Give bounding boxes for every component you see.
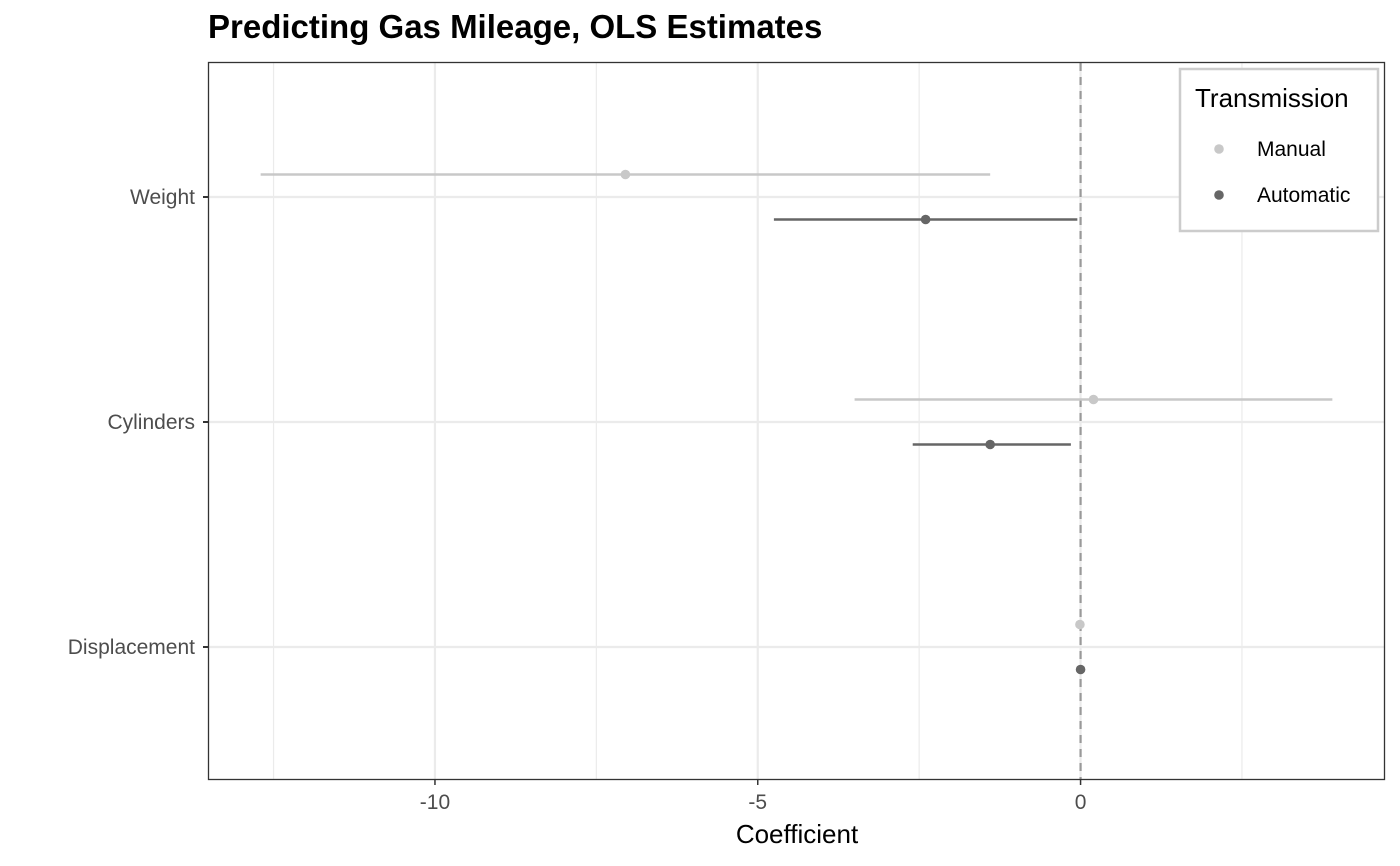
chart-title: Predicting Gas Mileage, OLS Estimates	[208, 8, 823, 45]
x-tick-label: 0	[1075, 791, 1087, 814]
y-tick-label: Displacement	[68, 636, 195, 659]
point-automatic	[985, 439, 995, 450]
y-tick-label: Weight	[130, 186, 195, 209]
legend-title: Transmission	[1195, 83, 1349, 113]
legend-items: Manual Automatic	[1214, 138, 1350, 207]
legend-label-manual: Manual	[1257, 138, 1326, 161]
legend: Transmission Manual Automatic	[1178, 67, 1380, 233]
axis-layer: -10 -5 0 Weight Cylinders Displacement	[68, 186, 1087, 814]
point-manual	[620, 169, 631, 180]
point-automatic	[1075, 664, 1086, 675]
x-tick-label: -5	[748, 791, 767, 814]
legend-key-manual	[1214, 144, 1224, 154]
point-automatic	[920, 214, 931, 225]
grid-layer	[209, 63, 1384, 779]
data-layer	[260, 169, 1333, 675]
point-manual	[1088, 394, 1099, 405]
legend-label-automatic: Automatic	[1257, 184, 1350, 207]
legend-key-automatic	[1214, 190, 1224, 200]
x-axis-title: Coefficient	[736, 819, 859, 849]
y-tick-label: Cylinders	[107, 411, 195, 434]
point-manual	[1075, 619, 1085, 630]
x-tick-label: -10	[420, 791, 450, 814]
legend-box	[1178, 67, 1380, 233]
